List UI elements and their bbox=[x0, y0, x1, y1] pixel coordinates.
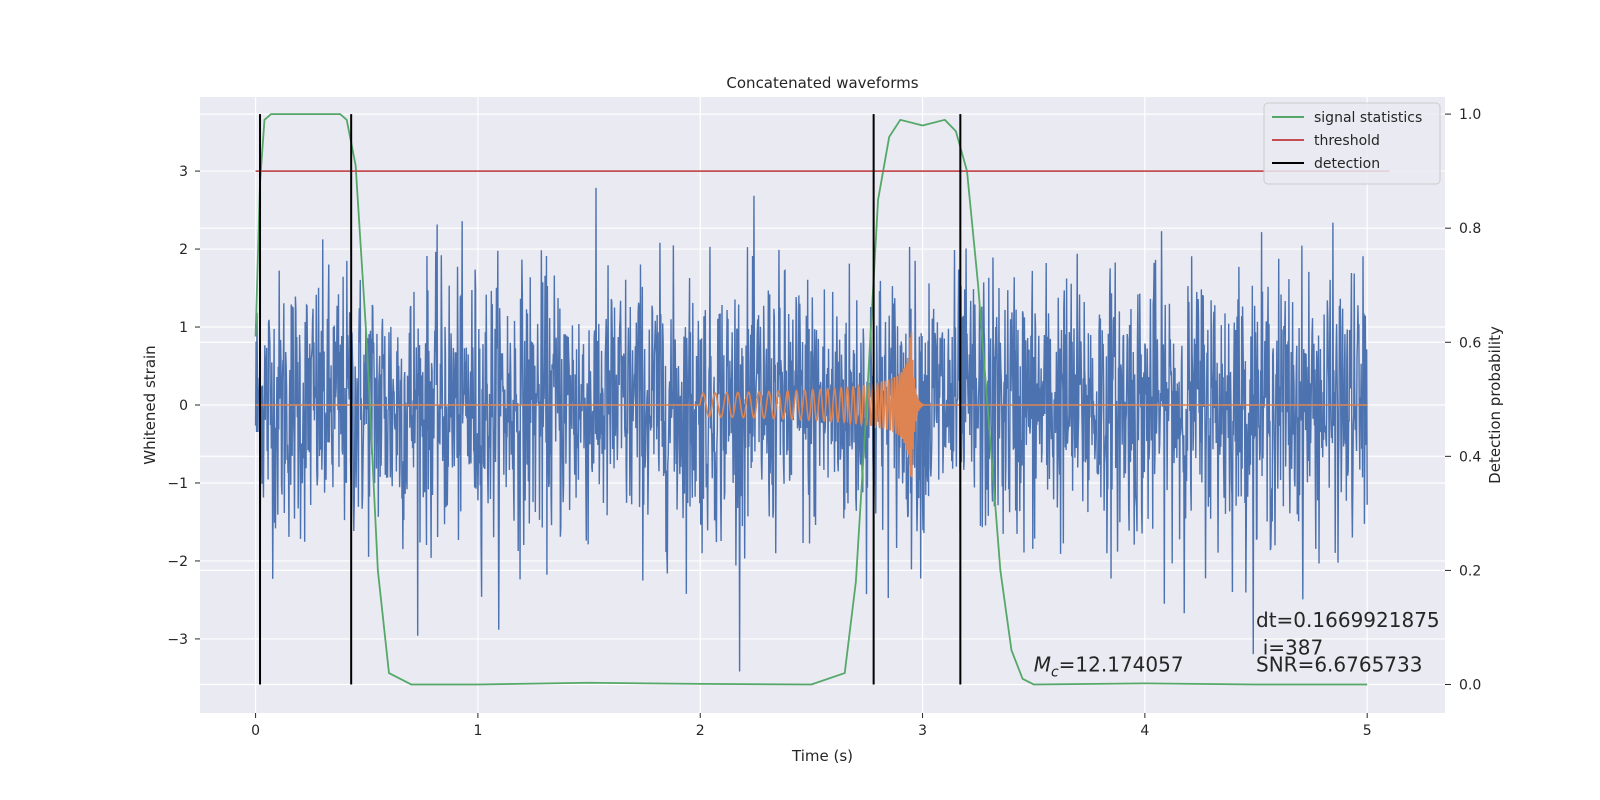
series-signal-statistics-line bbox=[254, 113, 1368, 686]
x-tick-label: 4 bbox=[1140, 723, 1149, 739]
annotation-value: =12.174057 bbox=[1059, 653, 1184, 677]
y-right-tick-label: 0.8 bbox=[1459, 221, 1481, 237]
y-tick-label: 0 bbox=[179, 398, 188, 414]
legend: signal statistics threshold detection bbox=[1263, 102, 1441, 185]
y-tick-label: 1 bbox=[179, 320, 188, 336]
series-chirp-line bbox=[255, 332, 1368, 478]
y-tick-label: 2 bbox=[179, 242, 188, 258]
x-tick-label: 5 bbox=[1363, 723, 1372, 739]
y-tick-label: −3 bbox=[167, 632, 188, 648]
y-axis-label-left: Whitened strain bbox=[141, 345, 159, 464]
y-tick-label: 3 bbox=[179, 164, 188, 180]
x-tick-label: 0 bbox=[251, 723, 260, 739]
legend-box bbox=[1263, 102, 1441, 185]
y-right-tick-label: 0.6 bbox=[1459, 335, 1481, 351]
chart-title: Concatenated waveforms bbox=[726, 74, 918, 92]
series-layer bbox=[254, 113, 1390, 686]
annotation-text: SNR=6.6765733 bbox=[1256, 653, 1422, 677]
y-right-tick-label: 0.4 bbox=[1459, 449, 1481, 465]
x-tick-label: 1 bbox=[473, 723, 482, 739]
x-tick-label: 2 bbox=[696, 723, 705, 739]
y-right-tick-label: 1.0 bbox=[1459, 107, 1481, 123]
x-axis-label: Time (s) bbox=[791, 747, 853, 765]
ticks-layer: 0 1 2 3 4 5 −3 −2 −1 0 1 2 3 0.0 0.2 0.4 0.6 0.8 1.0 bbox=[167, 107, 1481, 739]
annotation-text: i=387 bbox=[1263, 636, 1324, 660]
y-tick-label: −1 bbox=[167, 476, 188, 492]
y-right-tick-label: 0.2 bbox=[1459, 563, 1481, 579]
y-right-tick-label: 0.0 bbox=[1459, 677, 1481, 693]
annotation-subscript: c bbox=[1051, 665, 1059, 681]
annotation-symbol: M bbox=[1034, 653, 1051, 677]
legend-entry: signal statistics bbox=[1314, 110, 1422, 126]
y-tick-label: −2 bbox=[167, 554, 188, 570]
legend-entry: detection bbox=[1314, 156, 1380, 172]
legend-entry: threshold bbox=[1314, 133, 1380, 149]
series-noise-line bbox=[254, 187, 1368, 672]
y-axis-label-right: Detection probability bbox=[1486, 326, 1504, 484]
x-tick-label: 3 bbox=[918, 723, 927, 739]
annotation-text: dt=0.1669921875 bbox=[1256, 608, 1440, 632]
annotation-text: Mc=12.174057 bbox=[1034, 653, 1184, 681]
